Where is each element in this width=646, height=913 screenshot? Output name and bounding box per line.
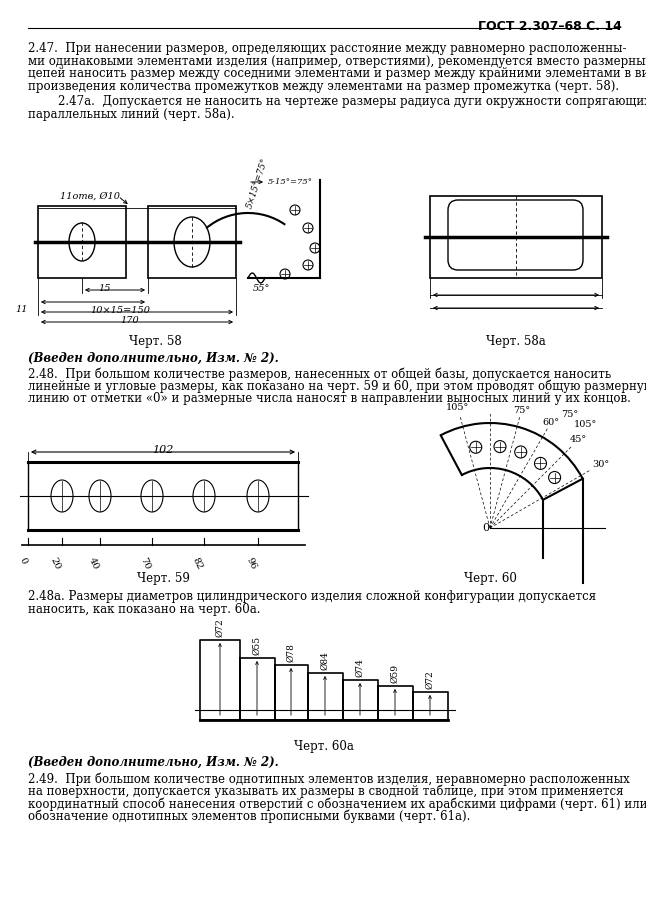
Text: на поверхности, допускается указывать их размеры в сводной таблице, при этом при: на поверхности, допускается указывать их… <box>28 784 623 798</box>
Bar <box>148 206 236 278</box>
Text: 11: 11 <box>16 305 28 314</box>
Text: Ø74: Ø74 <box>355 658 364 677</box>
Text: 2.47.  При нанесении размеров, определяющих расстояние между равномерно располож: 2.47. При нанесении размеров, определяющ… <box>28 42 627 55</box>
Text: 45°: 45° <box>570 436 587 444</box>
Text: 2.48а. Размеры диаметров цилиндрического изделия сложной конфигурации допускаетс: 2.48а. Размеры диаметров цилиндрического… <box>28 590 596 603</box>
Text: (Введен дополнительно, Изм. № 2).: (Введен дополнительно, Изм. № 2). <box>28 756 279 769</box>
Text: Ø84: Ø84 <box>320 651 329 670</box>
Text: цепей наносить размер между соседними элементами и размер между крайними элемент: цепей наносить размер между соседними эл… <box>28 67 646 80</box>
Text: 55°: 55° <box>253 284 271 293</box>
Text: Ø55: Ø55 <box>253 635 262 655</box>
Text: 15: 15 <box>99 284 111 293</box>
Text: 105°: 105° <box>446 403 469 412</box>
Text: Ø72: Ø72 <box>426 670 435 689</box>
Text: Черт. 60а: Черт. 60а <box>294 740 354 753</box>
Text: Черт. 58: Черт. 58 <box>129 335 182 348</box>
Text: 75°: 75° <box>561 410 579 419</box>
Text: 2.49.  При большом количестве однотипных элементов изделия, неравномерно располо: 2.49. При большом количестве однотипных … <box>28 772 630 785</box>
Text: 30°: 30° <box>592 459 609 468</box>
Text: 105°: 105° <box>574 420 597 429</box>
Text: 102: 102 <box>152 445 174 455</box>
Text: 170: 170 <box>121 316 140 325</box>
Bar <box>38 206 126 278</box>
Text: 2.48.  При большом количестве размеров, нанесенных от общей базы, допускается на: 2.48. При большом количестве размеров, н… <box>28 367 611 381</box>
Text: Ø59: Ø59 <box>390 664 399 683</box>
Text: 5×15°=75°: 5×15°=75° <box>245 157 270 210</box>
Text: 10×15=150: 10×15=150 <box>90 306 150 315</box>
Text: произведения количества промежутков между элементами на размер промежутка (черт.: произведения количества промежутков межд… <box>28 79 619 92</box>
Text: Черт. 59: Черт. 59 <box>136 572 189 585</box>
Text: координатный способ нанесения отверстий с обозначением их арабскими цифрами (чер: координатный способ нанесения отверстий … <box>28 797 646 811</box>
Text: ГОСТ 2.307–68 С. 14: ГОСТ 2.307–68 С. 14 <box>478 20 622 33</box>
Text: 20: 20 <box>48 556 62 571</box>
Text: (Введен дополнительно, Изм. № 2).: (Введен дополнительно, Изм. № 2). <box>28 352 279 365</box>
Bar <box>430 196 602 278</box>
Text: параллельных линий (черт. 58а).: параллельных линий (черт. 58а). <box>28 108 234 121</box>
Text: обозначение однотипных элементов прописными буквами (черт. 61а).: обозначение однотипных элементов прописн… <box>28 810 470 823</box>
Text: наносить, как показано на черт. 60а.: наносить, как показано на черт. 60а. <box>28 603 260 615</box>
Text: 2.47а.  Допускается не наносить на чертеже размеры радиуса дуги окружности сопря: 2.47а. Допускается не наносить на чертеж… <box>28 95 646 108</box>
Text: Черт. 60: Черт. 60 <box>464 572 516 585</box>
Text: Ø78: Ø78 <box>286 643 295 662</box>
Text: линию от отметки «0» и размерные числа наносят в направлении выносных линий у их: линию от отметки «0» и размерные числа н… <box>28 392 631 405</box>
Text: 60°: 60° <box>543 418 559 427</box>
Text: 70: 70 <box>139 556 152 571</box>
Text: 75°: 75° <box>513 405 530 415</box>
Text: 82: 82 <box>191 556 204 571</box>
Text: 0: 0 <box>17 556 28 565</box>
Text: Черт. 58а: Черт. 58а <box>486 335 546 348</box>
Text: ми одинаковыми элементами изделия (например, отверстиями), рекомендуется вместо : ми одинаковыми элементами изделия (напри… <box>28 55 646 68</box>
Text: 0: 0 <box>482 523 489 533</box>
Text: 5·15°=75°: 5·15°=75° <box>268 178 313 186</box>
Text: Ø72: Ø72 <box>216 618 225 637</box>
Text: 96: 96 <box>245 556 258 571</box>
Text: 40: 40 <box>87 556 100 571</box>
Text: линейные и угловые размеры, как показано на черт. 59 и 60, при этом проводят общ: линейные и угловые размеры, как показано… <box>28 380 646 393</box>
Text: 11отв, Ø10: 11отв, Ø10 <box>60 192 120 201</box>
